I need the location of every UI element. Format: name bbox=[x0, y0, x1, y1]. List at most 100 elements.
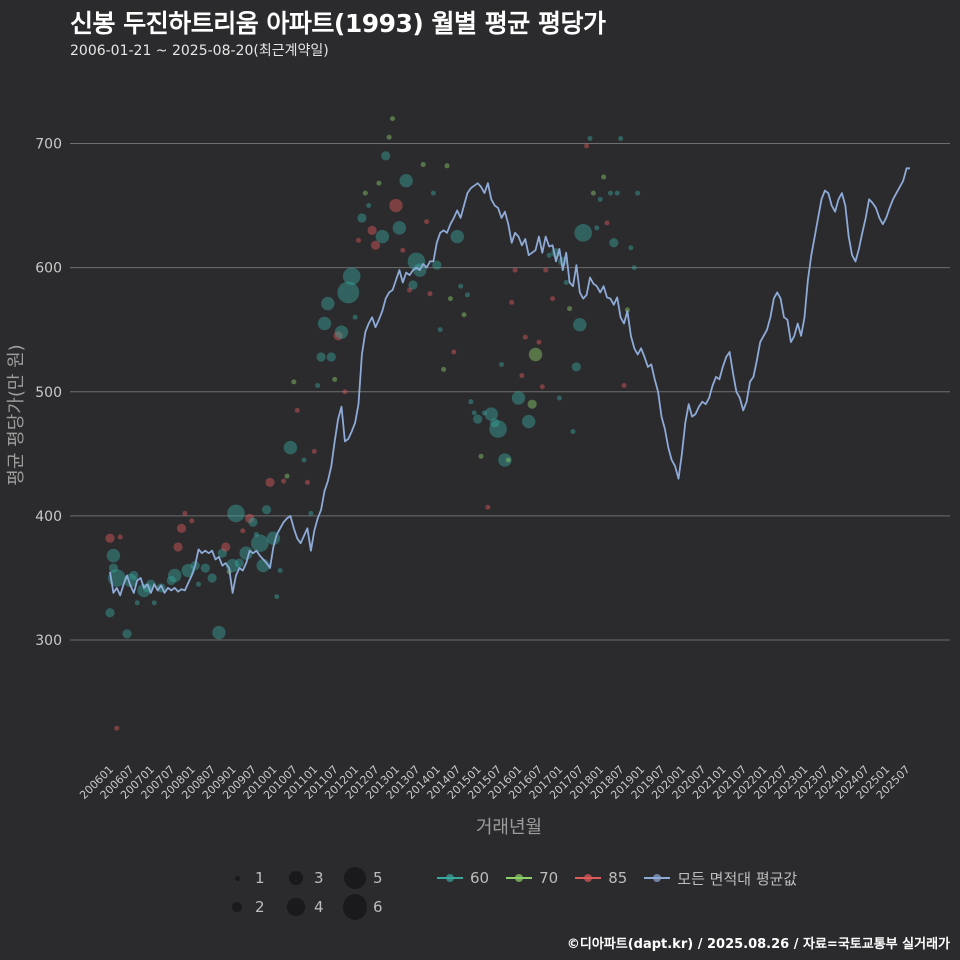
scatter-point bbox=[546, 252, 552, 258]
size-legend-item: 3 bbox=[284, 866, 324, 890]
scatter-point bbox=[234, 558, 244, 568]
scatter-point bbox=[511, 391, 526, 405]
size-legend-label: 1 bbox=[255, 869, 265, 887]
size-legend-item: 5 bbox=[343, 866, 383, 890]
scatter-point bbox=[308, 510, 314, 516]
scatter-point bbox=[221, 542, 231, 552]
scatter-point bbox=[489, 420, 507, 438]
size-legend-dot bbox=[344, 867, 366, 889]
scatter-point bbox=[114, 725, 120, 731]
scatter-point bbox=[294, 407, 300, 413]
scatter-point bbox=[447, 296, 453, 302]
average-line-group bbox=[109, 167, 910, 597]
scatter-point bbox=[317, 316, 332, 331]
scatter-point bbox=[326, 352, 336, 362]
scatter-point bbox=[573, 318, 587, 332]
scatter-point bbox=[212, 625, 226, 640]
scatter-point bbox=[574, 224, 592, 242]
area-legend-item: 60 bbox=[436, 869, 489, 887]
scatter-point bbox=[458, 283, 464, 289]
scatter-point bbox=[291, 379, 297, 385]
scatter-point bbox=[333, 331, 343, 341]
scatter-point bbox=[505, 457, 511, 463]
scatter-point bbox=[543, 267, 549, 273]
scatter-point bbox=[519, 373, 525, 379]
chart-title: 신봉 두진하트리움 아파트(1993) 월별 평균 평당가 bbox=[70, 9, 606, 38]
scatter-point bbox=[390, 116, 396, 122]
scatter-point bbox=[509, 299, 515, 305]
scatter-point bbox=[490, 418, 500, 428]
size-legend-label: 3 bbox=[314, 869, 324, 887]
legend-line-key bbox=[574, 871, 602, 885]
scatter-point bbox=[407, 252, 426, 271]
scatter-point bbox=[105, 608, 115, 618]
scatter-point bbox=[392, 221, 407, 235]
scatter-point bbox=[584, 143, 590, 149]
size-legend-item: 2 bbox=[225, 895, 265, 919]
scatter-point bbox=[166, 575, 176, 586]
scatter-point bbox=[570, 428, 576, 434]
scatter-point bbox=[621, 383, 627, 389]
area-legend-label: 모든 면적대 평균값 bbox=[677, 869, 798, 888]
y-axis-label: 평균 평당가(만 원) bbox=[6, 344, 27, 485]
scatter-point bbox=[265, 477, 275, 487]
scatter-point bbox=[432, 260, 442, 270]
scatter-point bbox=[386, 134, 392, 140]
size-legend-item: 6 bbox=[343, 894, 383, 920]
scatter-point bbox=[381, 151, 391, 161]
scatter-point bbox=[498, 453, 512, 467]
average-price-line bbox=[109, 167, 910, 597]
scatter-point bbox=[528, 347, 543, 362]
scatter-point bbox=[342, 389, 348, 395]
scatter-point bbox=[304, 479, 310, 485]
scatter-point bbox=[366, 203, 372, 209]
legend-line-key bbox=[643, 871, 671, 885]
size-legend-dot bbox=[343, 894, 367, 920]
scatter-point bbox=[352, 314, 358, 320]
y-tick-label: 300 bbox=[35, 633, 62, 649]
scatter-point bbox=[108, 563, 119, 573]
y-tick-label: 700 bbox=[35, 136, 62, 152]
scatter-point bbox=[332, 376, 338, 382]
y-tick-labels: 300 400 500 600 700 bbox=[35, 136, 62, 649]
size-legend-item: 1 bbox=[225, 866, 265, 890]
scatter-point bbox=[370, 240, 381, 250]
scatter-point bbox=[311, 448, 317, 454]
scatter-point bbox=[217, 548, 227, 558]
y-tick-label: 600 bbox=[35, 261, 62, 277]
scatter-point bbox=[635, 190, 641, 196]
scatter-point bbox=[556, 395, 562, 401]
scatter-point bbox=[484, 407, 498, 421]
scatter-point bbox=[450, 229, 464, 244]
scatter-point bbox=[137, 583, 151, 598]
grid-lines bbox=[70, 142, 950, 641]
scatter-point bbox=[173, 542, 183, 552]
scatter-point bbox=[571, 362, 581, 372]
scatter-point bbox=[281, 478, 287, 484]
scatter-point bbox=[441, 366, 447, 372]
area-legend-item: 85 bbox=[574, 869, 627, 887]
x-axis-label: 거래년월 bbox=[476, 817, 542, 838]
scatter-point bbox=[274, 594, 280, 600]
scatter-point bbox=[464, 292, 470, 298]
scatter-point bbox=[420, 162, 426, 168]
scatter-point bbox=[471, 410, 477, 416]
scatter-point bbox=[316, 352, 326, 362]
scatter-point bbox=[250, 534, 269, 553]
scatter-point bbox=[117, 534, 123, 540]
scatter-point bbox=[609, 238, 619, 248]
scatter-point bbox=[239, 546, 253, 560]
size-legend-label: 6 bbox=[373, 898, 383, 916]
scatter-point bbox=[315, 383, 321, 389]
scatter-point bbox=[408, 280, 418, 290]
scatter-point bbox=[550, 296, 556, 302]
scatter-point bbox=[427, 291, 433, 297]
scatter-point bbox=[362, 190, 368, 196]
scatter-point bbox=[283, 440, 298, 455]
size-legend-label: 4 bbox=[314, 898, 324, 916]
scatter-point bbox=[240, 528, 246, 534]
scatter-point bbox=[376, 180, 382, 186]
scatter-point bbox=[106, 548, 121, 563]
scatter-point bbox=[437, 327, 443, 333]
